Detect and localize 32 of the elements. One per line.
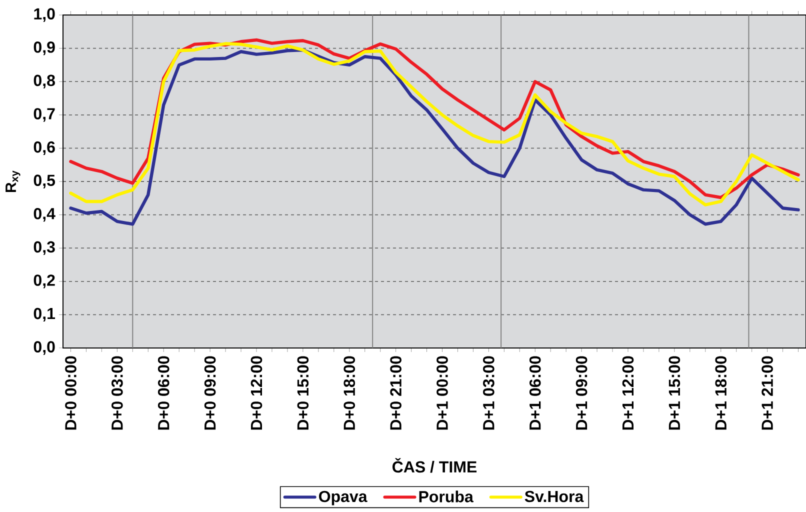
x-tick-label: D+0 21:00 (390, 356, 402, 430)
x-axis-title: ČAS / TIME (392, 458, 477, 473)
x-tick-label: D+1 12:00 (622, 356, 634, 430)
y-tick-label: 0,4 (34, 208, 56, 222)
x-tick-label: D+0 06:00 (158, 356, 170, 430)
legend-label: Poruba (419, 490, 474, 502)
y-tick-label: 0,5 (34, 174, 56, 188)
y-tick-label: 0,2 (34, 274, 55, 288)
y-tick-label: 0,3 (34, 241, 55, 255)
x-tick-label: D+1 03:00 (483, 356, 494, 430)
y-tick-label: 0,1 (34, 308, 56, 322)
x-tick-label: D+0 03:00 (112, 356, 123, 430)
x-tick-label: D+1 09:00 (576, 356, 588, 430)
x-tick-label: D+1 15:00 (668, 356, 680, 430)
y-axis-title: R$_{xy}$ (6, 170, 20, 192)
x-tick-label: D+0 12:00 (250, 356, 262, 430)
y-tick-label: 0,9 (34, 41, 55, 56)
y-tick-label: 0,7 (34, 108, 55, 122)
x-tick-label: D+0 15:00 (297, 356, 309, 430)
y-tick-label: 0,8 (34, 74, 55, 88)
y-tick-label: 0,0 (34, 341, 55, 355)
x-tick-label: D+1 06:00 (529, 356, 541, 430)
y-tick-label: 1,0 (34, 8, 55, 22)
legend-label: Sv.Hora (524, 490, 584, 502)
x-tick-label: D+1 00:00 (436, 356, 448, 430)
x-tick-label: D+1 21:00 (762, 356, 773, 430)
x-tick-label: D+0 09:00 (204, 356, 216, 430)
x-tick-label: D+0 18:00 (344, 356, 356, 430)
y-tick-label: 0,6 (34, 141, 55, 156)
x-tick-label: D+1 18:00 (715, 356, 727, 430)
legend-label: Opava (319, 490, 368, 506)
x-tick-label: D+0 00:00 (65, 356, 76, 430)
